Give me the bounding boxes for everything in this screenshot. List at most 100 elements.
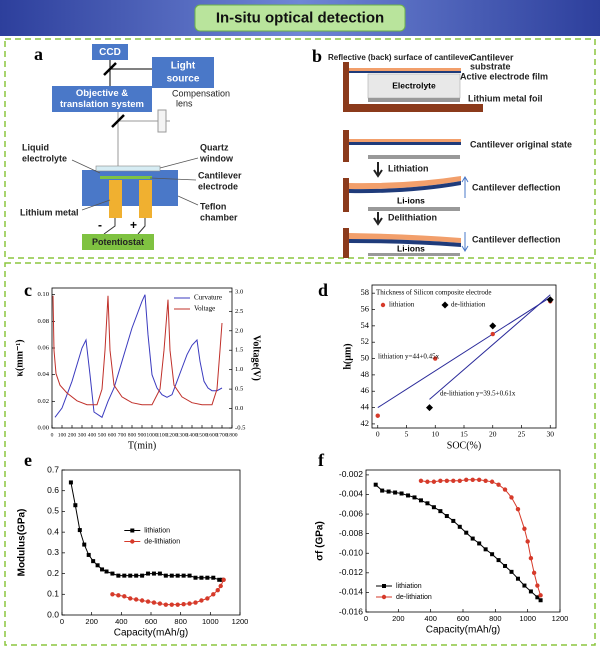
marker bbox=[489, 479, 495, 484]
lens-label: lens bbox=[176, 98, 193, 108]
legend-label: lithiation bbox=[396, 583, 422, 590]
marker bbox=[522, 583, 527, 588]
marker bbox=[116, 593, 121, 598]
y-axis-label: κ(mm⁻¹) bbox=[14, 339, 25, 376]
teflon-chamber bbox=[82, 170, 178, 206]
marker bbox=[116, 573, 121, 578]
lithium-foil bbox=[368, 155, 460, 159]
holder bbox=[343, 228, 349, 258]
x-tick-label: 1000 bbox=[519, 614, 536, 623]
y2-tick-label: 2.5 bbox=[235, 308, 244, 315]
leader bbox=[149, 177, 197, 181]
label: Cantilever bbox=[198, 170, 242, 180]
marker bbox=[217, 577, 222, 582]
y-tick-label: 56 bbox=[361, 303, 370, 313]
marker bbox=[451, 518, 456, 523]
marker bbox=[218, 583, 223, 589]
potentiostat-box bbox=[82, 234, 154, 250]
y-tick-label: -0.008 bbox=[339, 528, 363, 538]
x-tick-label: 500 bbox=[98, 432, 107, 438]
marker bbox=[546, 296, 554, 304]
base bbox=[343, 104, 483, 112]
y-tick-label: 0.08 bbox=[37, 318, 49, 325]
marker bbox=[181, 602, 186, 607]
label: Lithium metal bbox=[20, 207, 79, 217]
marker bbox=[163, 602, 169, 607]
x-tick-label: 1300 bbox=[176, 432, 187, 438]
y-tick-label: -0.002 bbox=[339, 469, 363, 479]
x-tick-label: 400 bbox=[424, 614, 437, 623]
electrolyte bbox=[367, 73, 461, 99]
marker bbox=[163, 573, 168, 578]
marker bbox=[73, 503, 78, 508]
label: Electrolyte bbox=[392, 80, 436, 90]
marker bbox=[133, 597, 139, 602]
marker bbox=[457, 478, 462, 483]
y-tick-label: 0.4 bbox=[47, 526, 59, 536]
marker bbox=[205, 596, 210, 601]
marker bbox=[130, 539, 135, 544]
electrode bbox=[109, 180, 122, 218]
label: Cantilever deflection bbox=[472, 234, 561, 244]
y-tick-label: 0.10 bbox=[37, 291, 49, 298]
legend-label: Curvature bbox=[194, 294, 222, 302]
y-tick-label: 42 bbox=[361, 418, 370, 428]
bottom-frame bbox=[4, 262, 596, 646]
y-axis-label: h(μm) bbox=[342, 343, 353, 369]
label: electrolyte bbox=[22, 153, 67, 163]
marker bbox=[382, 584, 386, 588]
diagram-a: a CCD Light source Objective & translati… bbox=[20, 44, 242, 250]
x-tick-label: 1200 bbox=[166, 432, 177, 438]
marker bbox=[418, 478, 424, 483]
x-tick-label: 1400 bbox=[186, 432, 197, 438]
minus-sign: - bbox=[98, 218, 102, 232]
legend-label: lithiation bbox=[144, 527, 170, 534]
leader bbox=[71, 159, 101, 174]
chart-title: Thickness of Silicon composite electrode bbox=[376, 289, 491, 297]
y-tick-label: 46 bbox=[361, 385, 370, 395]
holder bbox=[343, 178, 349, 212]
marker bbox=[438, 478, 443, 483]
x-tick-label: 800 bbox=[174, 617, 187, 626]
x-tick-label: 20 bbox=[489, 430, 497, 439]
y2-tick-label: 2.0 bbox=[235, 327, 244, 334]
y2-tick-label: -0.5 bbox=[235, 425, 246, 432]
x-tick-label: 600 bbox=[145, 617, 158, 626]
legend-label: de-lithiation bbox=[144, 538, 180, 545]
marker bbox=[68, 480, 73, 485]
marker bbox=[381, 594, 387, 600]
mirror bbox=[111, 114, 125, 128]
marker bbox=[146, 571, 151, 576]
y-tick-label: -0.016 bbox=[339, 606, 363, 616]
marker bbox=[418, 498, 423, 503]
label: Active electrode film bbox=[460, 71, 548, 81]
marker bbox=[426, 404, 433, 412]
marker bbox=[140, 573, 145, 578]
marker bbox=[535, 595, 540, 600]
marker bbox=[139, 598, 145, 603]
marker bbox=[193, 575, 198, 580]
x-axis-label: T(min) bbox=[128, 440, 156, 451]
legend-label: de-lithiation bbox=[451, 301, 486, 309]
lithium-foil bbox=[368, 207, 460, 211]
marker bbox=[134, 573, 139, 578]
x-tick-label: 1000 bbox=[146, 432, 157, 438]
marker bbox=[104, 569, 109, 574]
x-tick-label: 1000 bbox=[202, 617, 219, 626]
y-tick-label: -0.010 bbox=[339, 547, 363, 557]
y-tick-label: 0.04 bbox=[37, 371, 49, 378]
y-tick-label: 0.5 bbox=[47, 506, 59, 516]
chart-panel: 0 5 10 15 20 25 30 42 44 46 48 50 52 54 56 58 SOC(%) h(μm… bbox=[318, 280, 557, 451]
lithium-foil bbox=[368, 253, 460, 256]
marker bbox=[496, 482, 501, 487]
x-tick-label: 900 bbox=[138, 432, 147, 438]
marker bbox=[128, 573, 133, 578]
ccd-box bbox=[92, 44, 128, 60]
marker bbox=[128, 596, 133, 601]
marker bbox=[373, 482, 378, 487]
marker bbox=[221, 577, 226, 582]
label: Quartz bbox=[200, 142, 229, 152]
electrode bbox=[139, 180, 152, 218]
diagram-b: b Reflective (back) surface of cantileve… bbox=[312, 46, 572, 258]
marker bbox=[145, 599, 151, 604]
